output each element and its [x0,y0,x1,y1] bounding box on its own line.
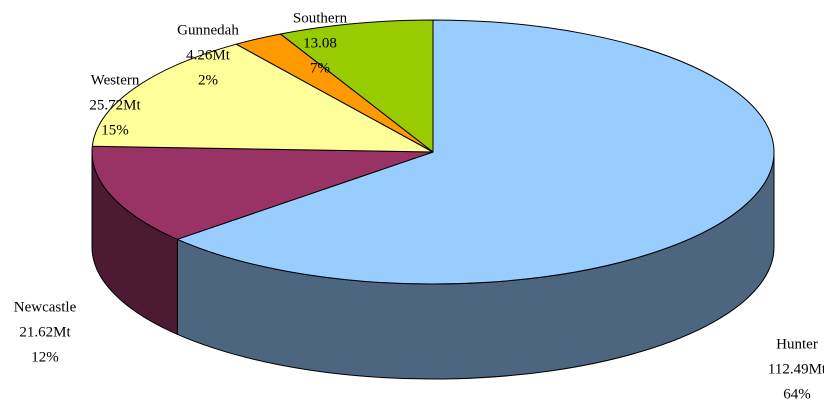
percentage-label: 15% [101,122,129,138]
slice [176,19,775,285]
slice-label: Hunter [776,336,818,352]
slice [91,145,434,240]
percentage-label: 64% [783,386,811,402]
value-label: 25.72Mt [89,97,141,113]
value-label: 112.49Mt [768,361,824,377]
slice [279,19,434,153]
slice-label: Southern [293,10,348,26]
percentage-label: 2% [198,72,218,88]
percentage-label: 7% [310,60,330,76]
value-label: 4.26Mt [186,47,231,63]
slice-label: Newcastle [14,299,77,315]
value-label: 21.62Mt [19,324,71,340]
slice-label: Western [91,72,140,88]
percentage-label: 12% [31,349,59,365]
slice [91,43,434,153]
value-label: 13.08 [303,35,337,51]
slice-label: Gunnedah [177,22,239,38]
